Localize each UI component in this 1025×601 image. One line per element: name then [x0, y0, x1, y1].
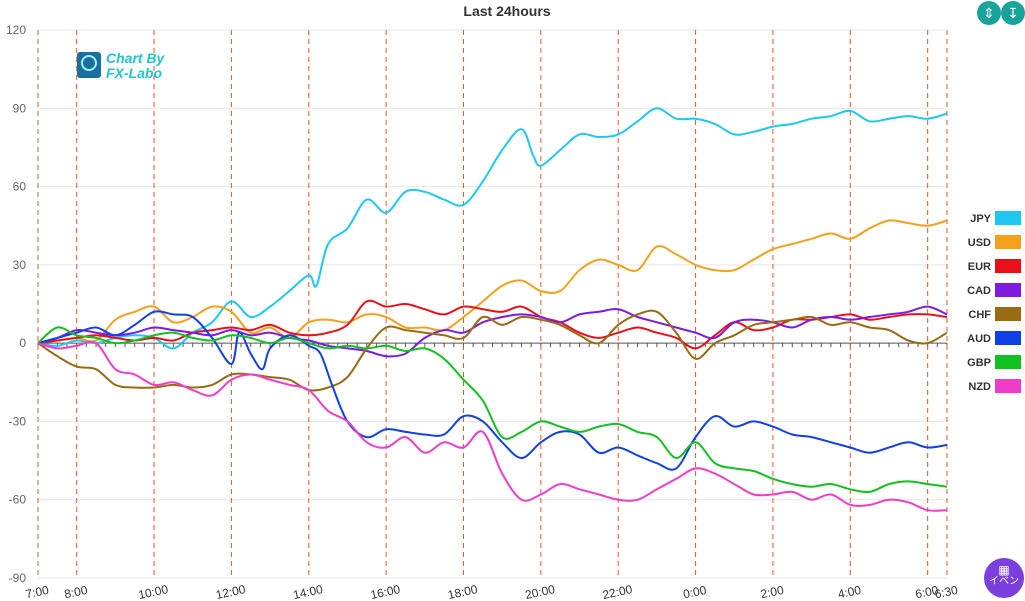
y-axis: 120 90 60 30 0 -30 -60 -90 [6, 23, 26, 585]
legend-swatch-aud[interactable] [995, 331, 1021, 345]
expand-icon: ↧ [1007, 5, 1019, 21]
calendar-icon: ▦ [998, 563, 1010, 577]
legend-label-gbp[interactable]: GBP [967, 357, 991, 369]
legend-label-cad[interactable]: CAD [967, 285, 991, 297]
x-tick-label: 20:00 [524, 582, 557, 601]
series-line-chf [37, 309, 948, 392]
grid [37, 29, 948, 579]
series-line-jpy [37, 107, 948, 350]
x-tick-label: 6:00 [914, 583, 940, 601]
legend-label-chf[interactable]: CHF [968, 309, 991, 321]
collapse-button[interactable]: ⇕ [977, 1, 1001, 25]
y-tick-label: 30 [13, 258, 27, 272]
x-tick-label: 8:00 [63, 583, 89, 601]
legend-label-nzd[interactable]: NZD [968, 381, 991, 393]
legend-label-jpy[interactable]: JPY [970, 213, 991, 225]
logo-line1: Chart By [106, 50, 166, 66]
logo-magnifier [81, 55, 97, 71]
legend-swatch-eur[interactable] [995, 259, 1021, 273]
legend-swatch-cad[interactable] [995, 283, 1021, 297]
x-tick-label: 12:00 [214, 582, 247, 601]
event-button-label: イベン [989, 576, 1019, 587]
series-line-aud [37, 310, 948, 471]
legend-swatch-chf[interactable] [995, 307, 1021, 321]
logo-line2: FX-Labo [106, 65, 162, 81]
chart-title: Last 24hours [463, 3, 550, 19]
y-tick-label: 120 [6, 23, 26, 37]
x-tick-label: 4:00 [837, 583, 863, 601]
x-tick-label: 6:30 [933, 583, 959, 601]
y-tick-label: -90 [9, 571, 27, 585]
legend-swatch-usd[interactable] [995, 235, 1021, 249]
x-tick-label: 0:00 [682, 583, 708, 601]
x-tick-label: 7:00 [24, 583, 50, 601]
legend[interactable]: JPY USD EUR CAD CHF AUD GBP NZD [967, 211, 1021, 393]
series-line-usd [37, 219, 948, 345]
series-line-gbp [37, 326, 948, 494]
legend-swatch-gbp[interactable] [995, 355, 1021, 369]
x-axis: 7:00 8:00 10:00 12:00 14:00 16:00 18:00 20:00 22… [24, 582, 959, 601]
legend-swatch-jpy[interactable] [995, 211, 1021, 225]
event-button[interactable]: ▦ イベン [984, 558, 1024, 598]
x-tick-label: 18:00 [447, 582, 480, 601]
y-tick-label: 0 [19, 336, 26, 350]
legend-swatch-nzd[interactable] [995, 379, 1021, 393]
y-tick-label: -30 [9, 414, 27, 428]
legend-label-usd[interactable]: USD [968, 237, 991, 249]
y-tick-label: 60 [13, 180, 27, 194]
series-line-eur [37, 299, 948, 350]
fx-labo-logo: Chart By FX-Labo [77, 50, 166, 81]
x-tick-label: 10:00 [137, 582, 170, 601]
x-tick-label: 16:00 [369, 582, 402, 601]
legend-label-eur[interactable]: EUR [968, 261, 991, 273]
series-lines [37, 107, 948, 512]
collapse-icon: ⇕ [983, 5, 995, 21]
expand-button[interactable]: ↧ [1001, 1, 1025, 25]
legend-label-aud[interactable]: AUD [967, 333, 991, 345]
x-tick-label: 2:00 [759, 583, 785, 601]
y-tick-label: 90 [13, 101, 27, 115]
series-line-nzd [37, 340, 948, 512]
y-tick-label: -60 [9, 493, 27, 507]
x-tick-label: 14:00 [292, 582, 325, 601]
x-tick-label: 22:00 [601, 582, 634, 601]
